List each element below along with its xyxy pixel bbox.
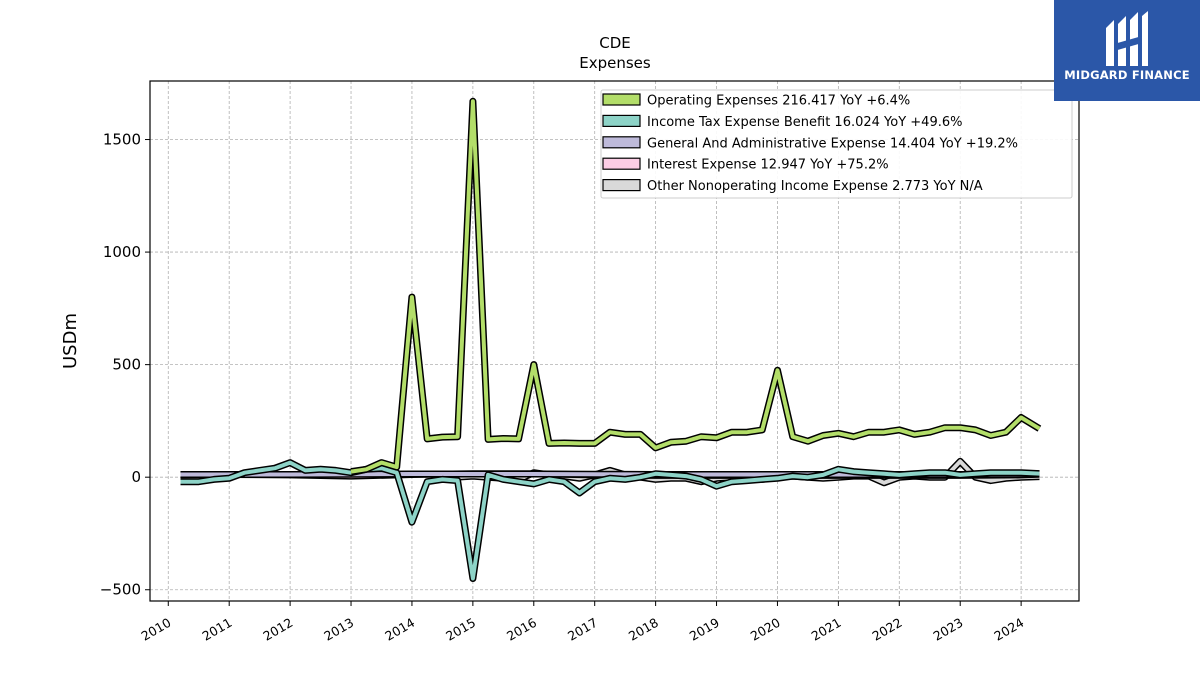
chart-title: CDE (599, 34, 631, 52)
legend-swatch (602, 136, 641, 149)
x-tick-label: 2022 (870, 615, 905, 644)
brand-logo: MIDGARD FINANCE (1054, 0, 1200, 101)
x-tick-label: 2024 (991, 615, 1026, 644)
series-line (180, 460, 1040, 581)
y-tick-label: 1000 (103, 243, 141, 261)
legend-box (600, 89, 1073, 199)
x-tick-label: 2023 (930, 615, 965, 644)
legend-swatch (602, 93, 641, 106)
legend-label: Other Nonoperating Income Expense 2.773 … (647, 179, 983, 194)
y-tick-label: 0 (131, 468, 141, 486)
x-tick-label: 2010 (139, 615, 174, 644)
series-operating-expenses (350, 97, 1042, 476)
x-tick-label: 2016 (504, 615, 539, 644)
y-tick-label: 1500 (103, 131, 141, 149)
legend-swatch (602, 157, 641, 170)
midgard-logo-icon (1106, 11, 1148, 66)
series-layer (180, 97, 1042, 582)
axis-ticks: 2010 2011 2012 2013 2014 2015 2016 2017 2018 2019… (100, 131, 1027, 644)
x-tick-label: 2013 (321, 615, 356, 644)
x-tick-label: 2011 (199, 615, 234, 644)
x-tick-label: 2021 (809, 615, 844, 644)
x-tick-label: 2019 (687, 615, 722, 644)
series-line (350, 99, 1041, 474)
legend-label: Operating Expenses 216.417 YoY +6.4% (647, 94, 910, 109)
x-tick-label: 2018 (626, 615, 661, 644)
x-tick-label: 2014 (382, 615, 417, 644)
y-tick-label: 500 (112, 356, 141, 374)
x-tick-label: 2017 (565, 615, 600, 644)
legend: Operating Expenses 216.417 YoY +6.4% Inco… (600, 89, 1073, 199)
y-tick-label: −500 (100, 581, 141, 599)
legend-label: General And Administrative Expense 14.40… (647, 136, 1018, 151)
y-axis-label: USDm (60, 313, 81, 369)
legend-swatch (602, 179, 641, 192)
legend-label: Income Tax Expense Benefit 16.024 YoY +4… (647, 115, 962, 130)
brand-name: MIDGARD FINANCE (1064, 68, 1190, 82)
legend-swatch (602, 114, 641, 128)
legend-label: Interest Expense 12.947 YoY +75.2% (647, 158, 889, 173)
chart-subtitle: Expenses (579, 54, 651, 72)
x-tick-label: 2015 (443, 615, 478, 644)
plot-frame (149, 80, 1080, 602)
x-tick-label: 2012 (260, 615, 295, 644)
x-tick-label: 2020 (748, 615, 783, 644)
series-income-tax-expense-benefit (180, 459, 1040, 582)
